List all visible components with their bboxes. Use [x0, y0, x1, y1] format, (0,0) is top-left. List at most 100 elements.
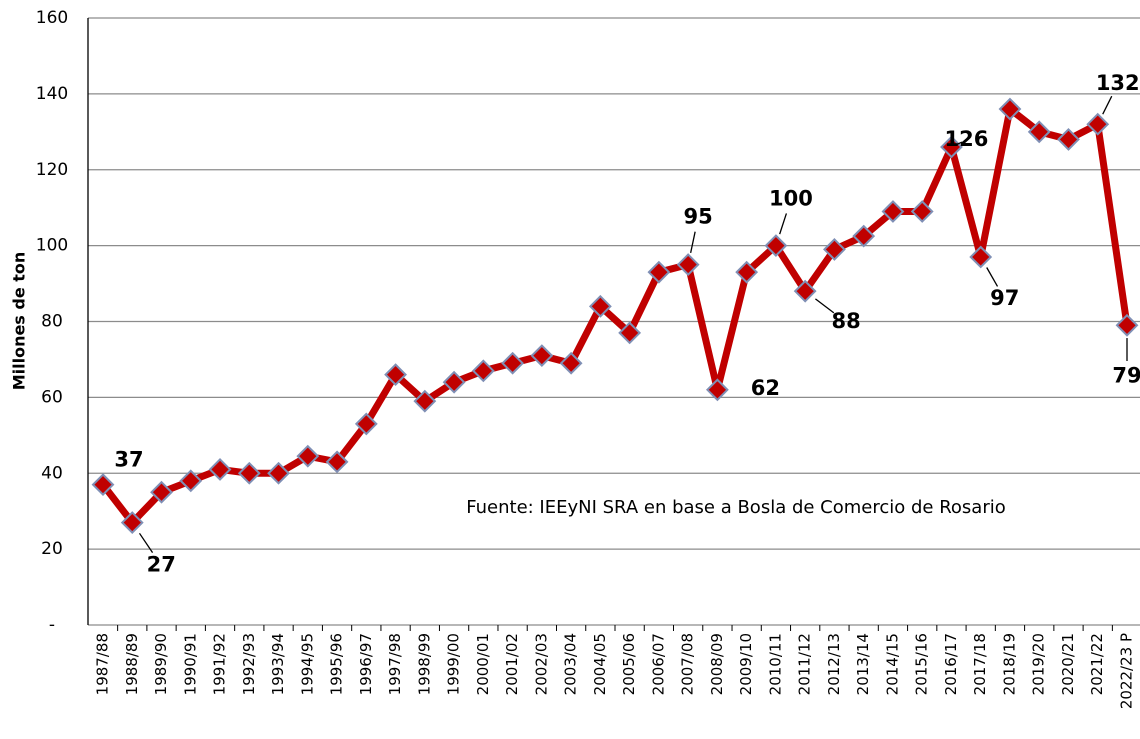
- marker: [471, 359, 495, 383]
- x-tick-label: 2005/06: [620, 633, 638, 695]
- x-tick-label: 2014/15: [883, 633, 901, 695]
- x-tick-label: 1999/00: [445, 633, 463, 695]
- x-tick-label: 1987/88: [94, 633, 112, 695]
- x-tick-label: 2011/12: [796, 633, 814, 695]
- value-label: 100: [769, 187, 813, 211]
- x-tick-label: 2008/09: [708, 633, 726, 695]
- marker: [793, 279, 817, 303]
- y-tick-label: 100: [36, 236, 68, 256]
- leader-line: [690, 231, 696, 253]
- x-tick-label: 2007/08: [679, 633, 697, 695]
- marker: [676, 253, 700, 277]
- marker: [735, 260, 759, 284]
- x-tick-label: 1995/96: [328, 633, 346, 695]
- y-tick-label: 20: [41, 539, 63, 559]
- marker: [1027, 120, 1051, 144]
- x-tick-label: 2012/13: [825, 633, 843, 695]
- x-tick-label: 2013/14: [854, 633, 872, 695]
- marker: [296, 444, 320, 468]
- marker: [325, 450, 349, 474]
- marker: [910, 200, 934, 223]
- y-tick-label: 80: [41, 312, 63, 332]
- y-tick-label: 60: [41, 387, 63, 407]
- marker: [647, 260, 671, 284]
- marker: [1086, 112, 1110, 136]
- x-tick-label: 2020/21: [1059, 633, 1077, 695]
- marker: [354, 412, 378, 436]
- value-label: 126: [945, 127, 989, 151]
- marker: [852, 224, 876, 248]
- value-label: 62: [751, 376, 780, 400]
- x-tick-label: 2009/10: [737, 633, 755, 695]
- leader-line: [986, 267, 999, 287]
- y-tick-label: 160: [36, 8, 68, 28]
- value-label: 132: [1096, 71, 1140, 95]
- x-tick-label: 1991/92: [211, 633, 229, 695]
- x-tick-label: 2021/22: [1088, 633, 1106, 695]
- marker: [413, 389, 437, 413]
- value-label: 95: [684, 205, 713, 229]
- marker: [969, 245, 993, 269]
- x-tick-label: 1997/98: [386, 633, 404, 695]
- marker: [1115, 313, 1139, 337]
- x-tick-label: 2001/02: [503, 633, 521, 695]
- value-label: 27: [147, 553, 176, 577]
- y-tick-label: 120: [36, 160, 68, 180]
- x-tick-label: 1996/97: [357, 633, 375, 695]
- x-tick-label: 2017/18: [971, 633, 989, 695]
- value-label: 79: [1112, 363, 1140, 387]
- marker: [618, 321, 642, 345]
- x-tick-label: 2016/17: [942, 633, 960, 695]
- x-tick-label: 2019/20: [1030, 633, 1048, 695]
- leader-line: [1102, 95, 1113, 115]
- marker: [208, 458, 232, 481]
- x-tick-label: 1988/89: [123, 633, 141, 695]
- marker: [91, 473, 115, 497]
- y-axis-label: Millones de ton: [10, 252, 29, 391]
- marker: [764, 234, 788, 258]
- marker: [559, 351, 583, 375]
- x-tick-label: 1994/95: [298, 633, 316, 695]
- value-label: 97: [990, 286, 1019, 310]
- x-tick-label: 2002/03: [532, 633, 550, 695]
- x-tick-label: 2000/01: [474, 633, 492, 695]
- marker: [384, 363, 407, 387]
- marker: [998, 97, 1022, 121]
- line: [100, 105, 1131, 527]
- leader-line: [815, 298, 835, 314]
- leader-line: [138, 532, 154, 554]
- marker: [150, 480, 173, 504]
- marker: [881, 200, 905, 223]
- x-tick-label: 1998/99: [415, 633, 433, 695]
- marker: [237, 461, 261, 485]
- marker: [501, 351, 525, 375]
- x-tick-label: 1990/91: [181, 633, 199, 695]
- x-tick-label: 2022/23 P: [1118, 633, 1136, 709]
- x-tick-label: 1993/94: [269, 633, 287, 695]
- marker: [442, 370, 466, 394]
- leader-line: [954, 141, 963, 146]
- x-tick-label: 2018/19: [1000, 633, 1018, 695]
- y-tick-label: 40: [41, 463, 63, 483]
- marker: [120, 511, 144, 534]
- value-label: 88: [832, 309, 861, 333]
- x-tick-label: 2015/16: [913, 633, 931, 695]
- marker: [1057, 127, 1080, 151]
- value-label: 37: [114, 448, 143, 472]
- x-tick-label: 1992/93: [240, 633, 258, 695]
- x-tick-label: 2006/07: [649, 633, 667, 695]
- x-tick-label: 1989/90: [152, 633, 170, 695]
- marker: [823, 238, 846, 261]
- annotation: Fuente: IEEyNI SRA en base a Bosla de Co…: [466, 497, 1006, 518]
- marker: [588, 294, 612, 318]
- x-tick-label: 2010/11: [766, 633, 784, 695]
- marker: [179, 469, 203, 493]
- y-tick-label: -: [49, 615, 55, 635]
- marker: [267, 461, 290, 485]
- marker: [705, 378, 729, 402]
- x-tick-label: 2004/05: [591, 633, 609, 695]
- x-tick-label: 2003/04: [562, 633, 580, 695]
- leader-line: [779, 213, 788, 235]
- marker: [530, 344, 554, 368]
